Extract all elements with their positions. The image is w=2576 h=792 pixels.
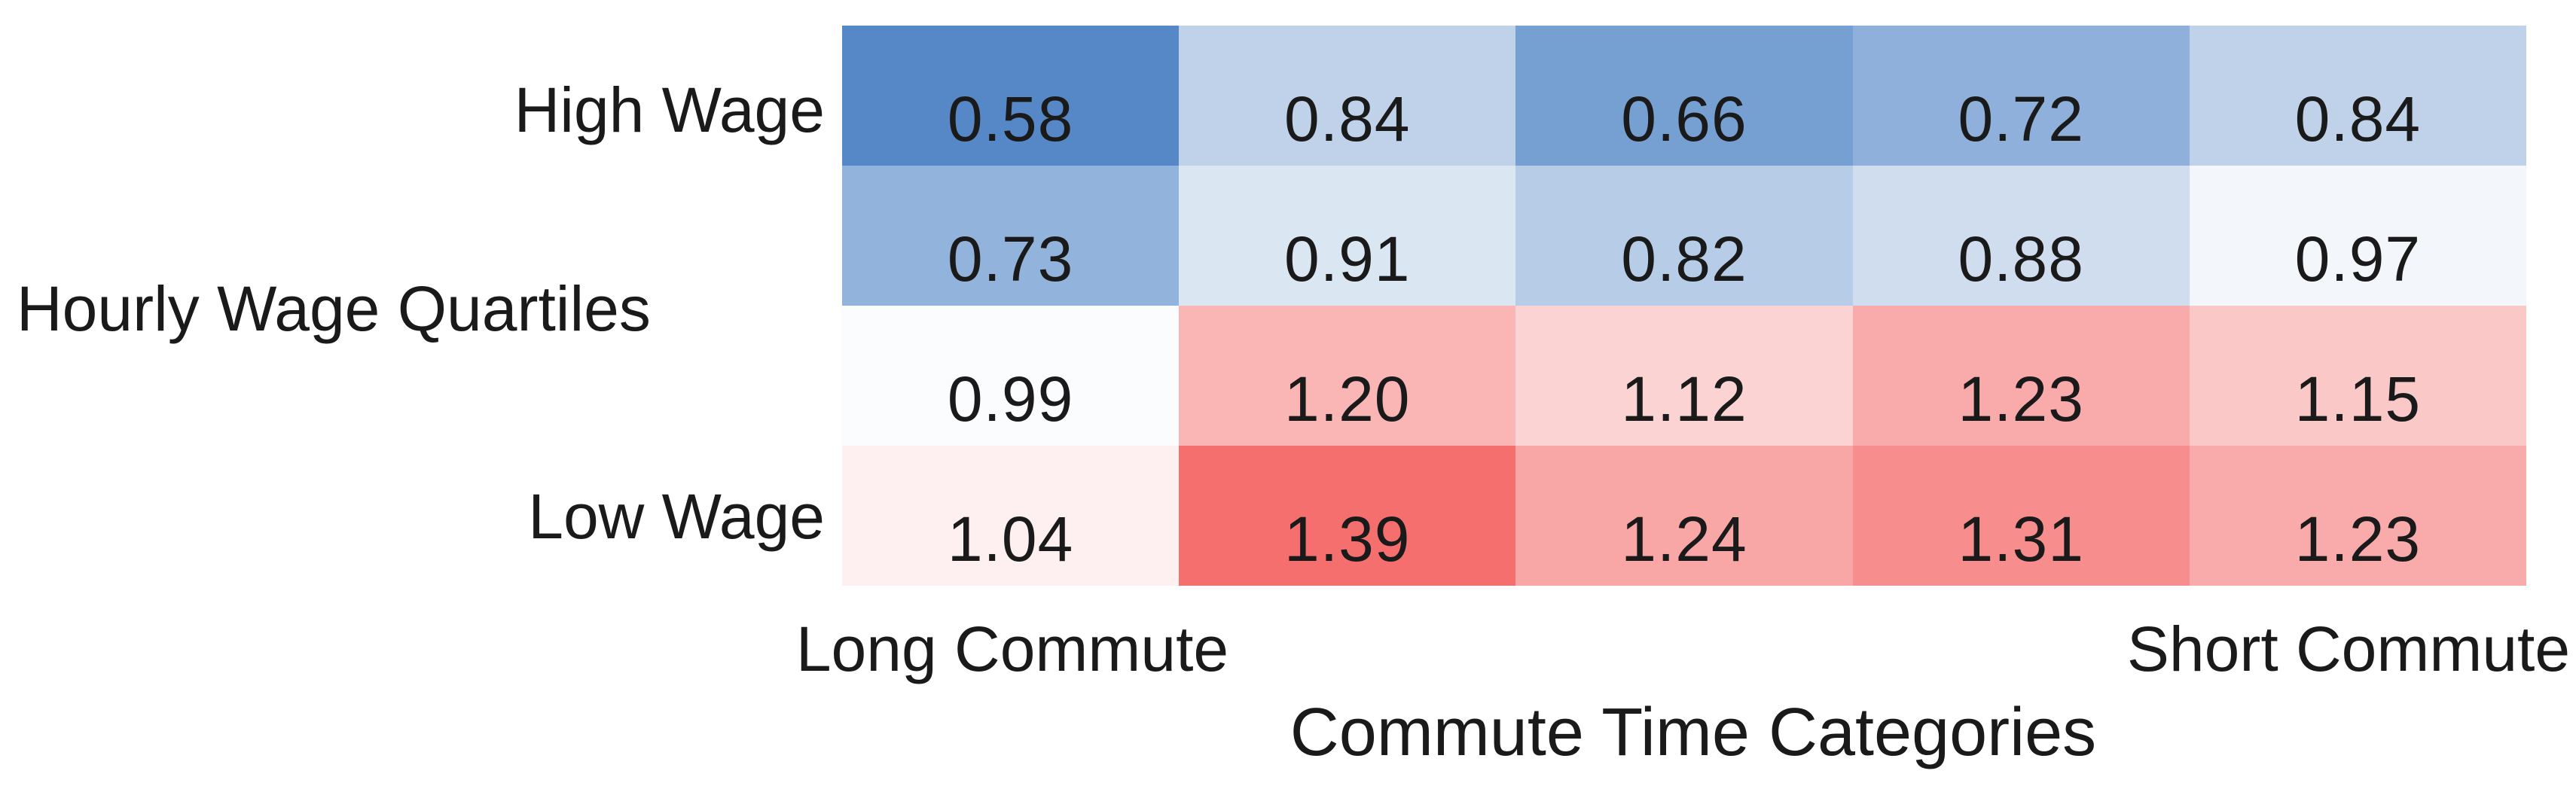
col-label-short-commute: Short Commute [2126,614,2571,684]
heatmap-cell: 1.31 [1852,446,2190,586]
heatmap-cell-value: 0.84 [2294,83,2422,154]
heatmap-cell: 0.91 [1179,166,1516,306]
row-label-low-wage: Low Wage [528,481,825,552]
heatmap-cell-value: 1.23 [2294,503,2422,574]
heatmap-cell: 0.99 [842,306,1180,446]
heatmap-cell: 0.72 [1852,26,2190,166]
heatmap-cell: 1.39 [1179,446,1516,586]
heatmap-cell-value: 0.82 [1621,223,1747,294]
heatmap-cell-value: 0.73 [947,223,1074,294]
heatmap-cell: 0.73 [842,166,1180,306]
heatmap-cell-value: 0.58 [947,83,1074,154]
heatmap-cell-value: 1.12 [1621,363,1747,434]
heatmap-cell: 0.88 [1852,166,2190,306]
x-axis-title: Commute Time Categories [1290,695,2097,770]
heatmap-cell-value: 1.39 [1284,503,1411,574]
heatmap-grid: 0.58 0.84 0.66 0.72 0.84 0.73 0.91 0.82 0.88 0.97… [842,26,2526,586]
heatmap-cell: 0.97 [2189,166,2526,306]
heatmap-cell-value: 0.72 [1958,83,2084,154]
heatmap-cell: 1.20 [1179,306,1516,446]
heatmap-cell: 1.04 [842,446,1180,586]
heatmap-cell-value: 1.23 [1958,363,2084,434]
y-axis-title: Hourly Wage Quartiles [17,273,651,344]
heatmap-cell-value: 1.04 [947,503,1074,574]
heatmap-cell-value: 1.31 [1958,503,2084,574]
heatmap-cell: 1.24 [1515,446,1853,586]
heatmap-cell: 0.58 [842,26,1180,166]
heatmap-cell-value: 0.99 [947,363,1074,434]
heatmap-cell: 0.84 [2189,26,2526,166]
heatmap-cell-value: 0.91 [1284,223,1411,294]
heatmap-cell-value: 1.20 [1284,363,1411,434]
heatmap-cell-value: 1.24 [1621,503,1747,574]
heatmap-cell: 0.82 [1515,166,1853,306]
heatmap-cell: 1.23 [2189,446,2526,586]
heatmap-cell-value: 0.66 [1621,83,1747,154]
heatmap-cell-value: 0.97 [2294,223,2422,294]
heatmap-cell: 1.12 [1515,306,1853,446]
heatmap-cell: 0.66 [1515,26,1853,166]
heatmap-cell-value: 0.84 [1284,83,1411,154]
heatmap-cell: 1.15 [2189,306,2526,446]
col-label-long-commute: Long Commute [795,614,1229,684]
heatmap-cell-value: 0.88 [1958,223,2084,294]
heatmap-cell: 0.84 [1179,26,1516,166]
heatmap-cell-value: 1.15 [2294,363,2422,434]
row-label-high-wage: High Wage [514,75,825,145]
heatmap-cell: 1.23 [1852,306,2190,446]
